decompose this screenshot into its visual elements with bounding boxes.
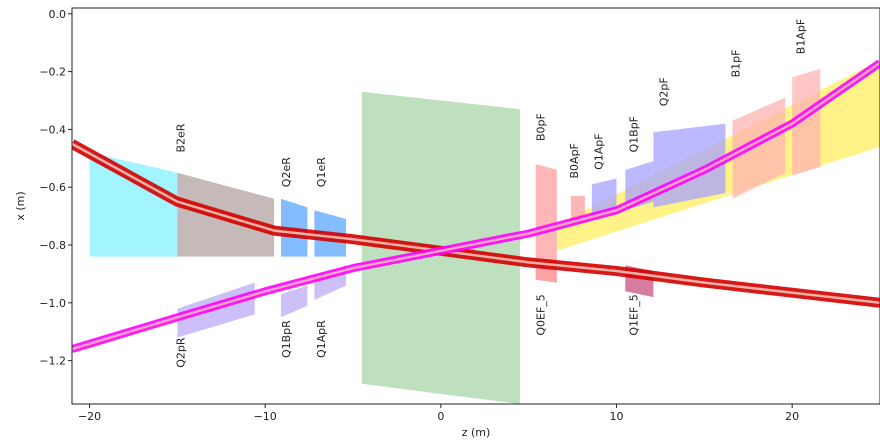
x-tick-label: 0 <box>437 410 444 423</box>
magnet-label-q2er: Q2eR <box>280 157 293 187</box>
magnet-label-b2er: B2eR <box>174 123 187 152</box>
y-tick-label: −0.8 <box>39 239 66 252</box>
x-tick-label: −10 <box>254 410 277 423</box>
y-tick-label: 0.0 <box>49 8 67 21</box>
y-tick-label: −1.0 <box>39 297 66 310</box>
x-tick-label: 20 <box>785 410 799 423</box>
y-tick-label: −0.2 <box>39 66 66 79</box>
magnet-q1bpr <box>281 285 308 318</box>
beam-proton-core <box>72 61 880 351</box>
y-tick-label: −1.2 <box>39 355 66 368</box>
plot-area <box>72 59 880 404</box>
plot-frame <box>71 7 880 405</box>
magnet-label-q2pf: Q2pF <box>658 77 671 106</box>
magnet-label-q0ef-5: Q0EF_5 <box>535 294 548 335</box>
magnet-q1apf <box>591 178 617 217</box>
magnet-label-q2pr: Q2pR <box>174 337 187 368</box>
magnet-label-q1bpr: Q1BpR <box>280 320 293 358</box>
x-tick-label: −20 <box>78 410 101 423</box>
magnet-label-b0apf: B0ApF <box>568 143 581 178</box>
magnet-label-q1apr: Q1ApR <box>315 320 328 358</box>
magnet-label-q1apf: Q1ApF <box>593 133 606 170</box>
y-axis-label: x (m) <box>14 191 27 220</box>
x-axis-ticks: −20 −10 0 10 20 <box>78 404 799 423</box>
x-axis-label: z (m) <box>462 426 491 439</box>
y-tick-label: −0.6 <box>39 181 66 194</box>
magnet-q2er <box>281 198 308 257</box>
magnet-label-b1apf: B1ApF <box>795 19 808 54</box>
magnet-b1apf <box>792 68 821 176</box>
beams-layer <box>72 59 880 353</box>
magnet-labels: B2eR Q2eR Q1eR B0pF B0ApF Q1ApF Q1BpF Q2pF B1pF B… <box>174 19 807 368</box>
y-tick-label: −0.4 <box>39 123 66 136</box>
magnet-b0pf <box>535 164 557 283</box>
magnet-label-q1er: Q1eR <box>315 157 328 187</box>
magnet-label-b1pf: B1pF <box>730 50 743 78</box>
magnet-label-b0pf: B0pF <box>535 113 548 141</box>
magnet-label-q1bpf: Q1BpF <box>628 116 641 153</box>
x-tick-label: 10 <box>610 410 624 423</box>
y-axis-ticks: 0.0 −0.2 −0.4 −0.6 −0.8 −1.0 −1.2 <box>39 8 72 368</box>
region-cyan <box>89 152 178 257</box>
regions-layer <box>89 60 880 404</box>
magnet-b1pf <box>732 97 786 199</box>
magnet-label-q1ef-5: Q1EF_5 <box>628 294 641 335</box>
